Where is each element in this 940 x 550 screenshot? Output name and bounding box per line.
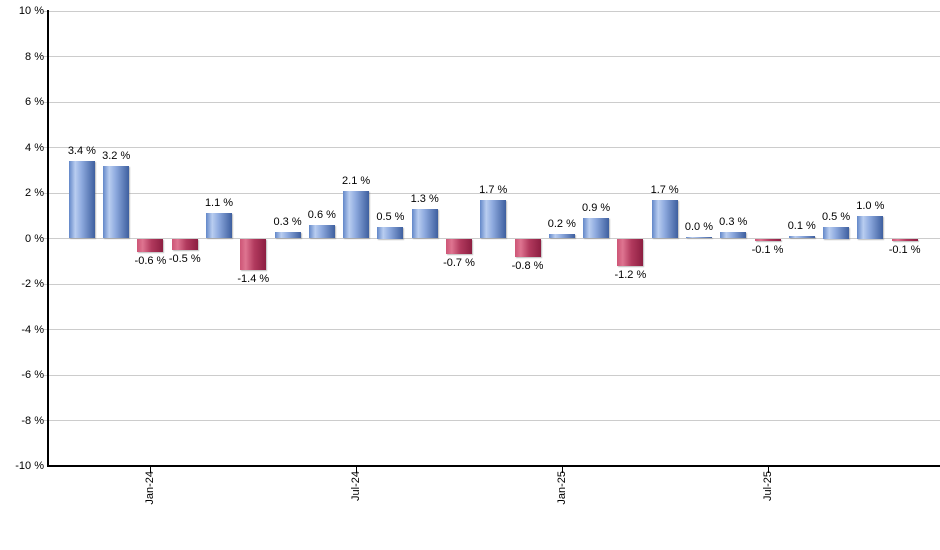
y-axis-tick-label: 0 % [25, 232, 44, 245]
gridline [43, 374, 940, 376]
bar-value-label: 1.7 % [479, 183, 508, 196]
x-axis-tick [150, 467, 152, 473]
positive-bar [583, 218, 610, 239]
y-axis-tick-label: -8 % [21, 414, 44, 427]
positive-bar [206, 213, 233, 239]
positive-bar [548, 233, 575, 239]
bar-value-label: 2.1 % [342, 174, 371, 187]
positive-bar [343, 190, 370, 239]
bar-value-label: 3.4 % [67, 145, 96, 158]
y-axis-tick-label: -2 % [21, 278, 44, 290]
gridline [43, 283, 940, 285]
x-axis-tick-label: Jan-25 [555, 471, 568, 505]
x-axis-tick [767, 467, 769, 473]
y-axis-tick-label: 6 % [25, 96, 44, 108]
bar-value-label: -0.6 % [134, 255, 167, 268]
bar-value-label: 0.1 % [787, 220, 816, 233]
x-axis-line [47, 465, 940, 467]
positive-bar [720, 231, 747, 239]
x-axis-tick-label: Jul-25 [761, 471, 774, 501]
positive-bar [411, 208, 438, 239]
x-axis-tick-label: Jul-24 [350, 471, 363, 501]
negative-bar [240, 238, 267, 271]
y-axis-tick-label: 4 % [25, 141, 44, 154]
bar-value-label: 0.6 % [307, 208, 336, 221]
bar-value-label: -0.5 % [168, 252, 201, 265]
positive-bar [685, 237, 712, 239]
negative-bar [754, 238, 781, 241]
y-axis-tick-label: 2 % [25, 187, 44, 199]
y-axis-tick-label: -10 % [15, 460, 44, 472]
negative-bar [514, 238, 541, 257]
negative-bar [445, 238, 472, 255]
bar-value-label: -0.1 % [888, 243, 921, 256]
x-axis-tick-label: Jan-24 [144, 471, 157, 505]
bar-value-label: -0.8 % [511, 259, 544, 272]
bar-value-label: -0.1 % [751, 243, 784, 256]
bar-value-label: 0.0 % [684, 221, 713, 234]
bar-value-label: 1.1 % [204, 197, 234, 210]
positive-bar [274, 231, 301, 239]
y-axis-tick-label: -6 % [21, 369, 44, 381]
bar-value-label: 1.0 % [856, 199, 885, 212]
positive-bar [68, 161, 95, 239]
bar-value-label: 1.3 % [410, 192, 439, 205]
bar-value-label: 1.7 % [650, 183, 679, 196]
bar-value-label: 0.9 % [582, 202, 611, 215]
y-axis-tick-label: 8 % [25, 50, 44, 63]
positive-bar [480, 199, 507, 239]
y-axis-line [47, 10, 49, 467]
gridline [43, 56, 940, 57]
positive-bar [651, 199, 678, 239]
gridline [43, 238, 940, 239]
positive-bar [103, 165, 130, 239]
positive-bar [857, 215, 884, 239]
gridline [43, 101, 940, 103]
y-axis-tick-label: 10 % [18, 5, 44, 17]
gridline [43, 420, 940, 421]
gridline [43, 192, 940, 194]
positive-bar [308, 224, 335, 239]
negative-bar [171, 238, 198, 250]
negative-bar [891, 238, 918, 241]
positive-bar [377, 227, 404, 239]
bar-value-label: 0.2 % [547, 217, 576, 230]
bar-value-label: -1.4 % [237, 273, 270, 286]
bar-value-label: 0.5 % [376, 211, 405, 224]
x-axis-tick [356, 467, 358, 473]
gridline [43, 147, 940, 148]
negative-bar [137, 238, 164, 253]
positive-bar [823, 227, 850, 239]
x-axis-tick [561, 467, 563, 473]
bar-value-label: -1.2 % [614, 268, 647, 281]
negative-bar [617, 238, 644, 266]
bar-value-label: 3.2 % [102, 149, 131, 162]
bar-value-label: 0.3 % [719, 215, 748, 228]
y-axis-tick-label: -4 % [21, 323, 44, 336]
gridline [43, 329, 940, 330]
bar-value-label: 0.3 % [273, 215, 302, 228]
gridline [43, 10, 940, 12]
bar-value-label: -0.7 % [443, 257, 475, 270]
bar-value-label: 0.5 % [821, 211, 851, 224]
positive-bar [788, 236, 815, 239]
